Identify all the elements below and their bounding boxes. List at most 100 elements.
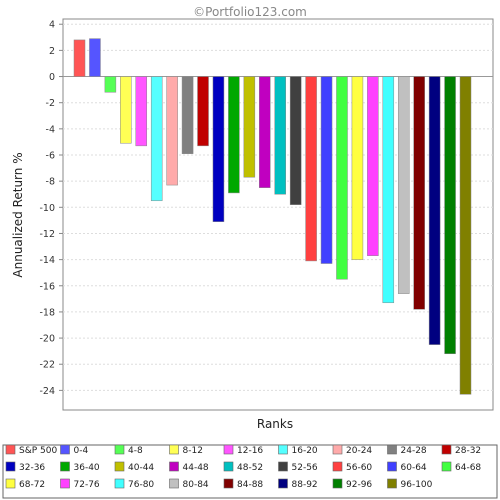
legend-swatch: [5, 444, 16, 455]
legend-item: S&P 500: [5, 444, 57, 456]
legend-item: 24-28: [387, 444, 427, 456]
legend-swatch: [278, 461, 288, 472]
bar-52-56: [289, 76, 302, 205]
legend-item: 88-92: [278, 478, 318, 490]
chart-title: ©Portfolio123.com: [193, 5, 307, 19]
legend-label: 44-48: [183, 463, 209, 473]
legend-label: 48-52: [237, 463, 263, 473]
legend-label: 60-64: [401, 463, 427, 473]
legend-swatch: [60, 461, 70, 472]
y-tick-label: -14: [39, 255, 55, 266]
bar-84-88: [413, 76, 425, 310]
legend-item: 8-12: [169, 444, 203, 456]
legend-item: 12-16: [223, 444, 263, 456]
legend-item: 16-20: [278, 444, 318, 456]
bar-72-76: [367, 76, 379, 256]
legend-swatch: [332, 478, 343, 489]
legend: [2, 444, 498, 499]
legend-item: 48-52: [223, 461, 263, 473]
y-tick-label: 0: [49, 72, 55, 83]
y-tick-label: -16: [39, 281, 55, 292]
legend-label: 92-96: [346, 480, 372, 490]
legend-item: 60-64: [387, 461, 427, 473]
legend-item: 28-32: [441, 444, 481, 456]
legend-swatch: [387, 461, 397, 472]
legend-label: 64-68: [455, 463, 481, 473]
legend-swatch: [223, 478, 234, 489]
legend-item: 36-40: [60, 461, 100, 473]
bar-s-p-500: [73, 39, 86, 77]
y-tick-label: -4: [46, 124, 55, 135]
legend-item: 52-56: [278, 461, 318, 473]
legend-item: 84-88: [223, 478, 263, 490]
y-axis: 4 2 0 -2 -4 -6 -8 -10 -12 -14 -16 -18 -20 -22 -24: [39, 20, 63, 397]
legend-label: 32-36: [19, 463, 45, 473]
legend-item: 20-24: [332, 444, 372, 456]
bar-68-72: [351, 76, 364, 260]
legend-label: 20-24: [346, 446, 372, 456]
bar-12-16: [135, 76, 148, 147]
legend-label: 52-56: [292, 463, 318, 473]
legend-item: 72-76: [60, 478, 100, 490]
bar-36-40: [228, 76, 240, 194]
legend-label: 36-40: [74, 463, 100, 473]
legend-swatch: [278, 478, 288, 489]
legend-label: 76-80: [128, 480, 154, 490]
bar-92-96: [444, 76, 456, 355]
legend-item: 64-68: [441, 461, 481, 473]
y-tick-label: -2: [46, 98, 55, 109]
bar-60-64: [320, 76, 333, 264]
legend-swatch: [387, 444, 397, 455]
legend-item: 80-84: [169, 478, 209, 490]
legend-swatch: [114, 478, 125, 489]
bar-88-92: [428, 76, 441, 345]
legend-label: 84-88: [237, 480, 263, 490]
legend-item: 96-100: [387, 478, 433, 490]
legend-swatch: [114, 444, 125, 455]
y-tick-label: 2: [49, 46, 55, 57]
legend-label: 4-8: [128, 446, 143, 456]
legend-item: 76-80: [114, 478, 154, 490]
bar-76-80: [382, 76, 395, 304]
legend-label: 0-4: [74, 446, 89, 456]
legend-swatch: [169, 461, 179, 472]
legend-item: 4-8: [114, 444, 143, 456]
legend-swatch: [332, 444, 343, 455]
legend-label: S&P 500: [19, 446, 57, 456]
y-tick-label: -18: [39, 307, 55, 318]
y-tick-label: -24: [39, 386, 55, 397]
legend-swatch: [223, 461, 234, 472]
legend-label: 96-100: [401, 480, 433, 490]
legend-label: 8-12: [183, 446, 203, 456]
legend-swatch: [169, 444, 179, 455]
x-axis-label: Ranks: [257, 417, 293, 431]
legend-item: 40-44: [114, 461, 154, 473]
legend-item: 32-36: [5, 461, 45, 473]
bar-44-48: [259, 76, 271, 188]
legend-label: 24-28: [401, 446, 427, 456]
legend-label: 88-92: [292, 480, 318, 490]
legend-swatch: [60, 444, 70, 455]
legend-item: 0-4: [60, 444, 89, 456]
bar-28-32: [197, 76, 209, 147]
legend-item: 56-60: [332, 461, 372, 473]
bar-16-20: [150, 76, 163, 202]
legend-swatch: [441, 444, 452, 455]
y-tick-label: -22: [39, 360, 55, 371]
legend-swatch: [5, 461, 16, 472]
legend-label: 68-72: [19, 480, 45, 490]
bar-40-44: [243, 76, 256, 178]
legend-swatch: [387, 478, 397, 489]
bar-96-100: [459, 76, 472, 395]
legend-label: 72-76: [74, 480, 100, 490]
legend-swatch: [278, 444, 288, 455]
legend-label: 40-44: [128, 463, 154, 473]
bar-4-8: [104, 76, 117, 93]
bar-24-28: [181, 76, 194, 154]
legend-swatch: [5, 478, 16, 489]
bar-48-52: [274, 76, 286, 195]
legend-swatch: [114, 461, 125, 472]
legend-swatch: [332, 461, 343, 472]
legend-swatch: [441, 461, 452, 472]
